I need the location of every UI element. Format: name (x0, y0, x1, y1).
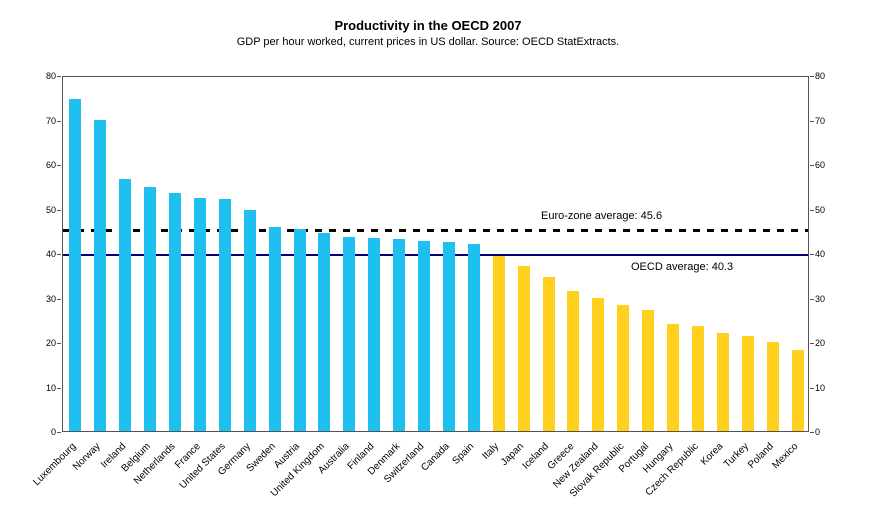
y-tick-label-left-80: 80 (45, 71, 56, 81)
eurozone-average-label: Euro-zone average: 45.6 (541, 210, 663, 223)
y-tick-mark-right-30 (810, 298, 814, 300)
bar-iceland (542, 276, 555, 431)
chart-subtitle: GDP per hour worked, current prices in U… (236, 36, 620, 48)
y-tick-mark-left-70 (57, 120, 61, 122)
bar-slovak-republic (617, 304, 630, 431)
bar-austria (293, 228, 306, 431)
bar-france (193, 197, 206, 431)
y-tick-mark-left-0 (57, 432, 61, 433)
bar-spain (467, 244, 480, 431)
y-tick-mark-left-40 (57, 254, 61, 255)
y-tick-mark-right-60 (810, 165, 814, 166)
y-tick-mark-right-70 (810, 120, 814, 122)
y-tick-label-right-80: 80 (815, 71, 826, 81)
bar-luxembourg (69, 99, 82, 431)
x-label-iceland: Iceland (520, 441, 552, 472)
bar-czech-republic (691, 325, 704, 431)
bar-mexico (791, 350, 804, 431)
bar-ireland (119, 178, 132, 431)
y-tick-label-left-10: 10 (45, 382, 56, 393)
x-label-italy: Italy (480, 441, 502, 462)
oecd-average-label: OECD average: 40.3 (631, 260, 734, 273)
eurozone-average-line (63, 229, 808, 233)
bar-finland (368, 238, 381, 431)
bar-canada (442, 241, 455, 431)
y-tick-label-left-0: 0 (50, 427, 56, 437)
y-tick-label-right-20: 20 (815, 338, 826, 348)
bar-greece (567, 290, 580, 431)
y-tick-mark-right-20 (810, 343, 814, 344)
y-tick-label-right-30: 30 (815, 293, 826, 304)
bar-switzerland (418, 240, 431, 431)
y-tick-mark-left-60 (57, 165, 61, 166)
x-label-korea: Korea (698, 441, 726, 468)
y-tick-mark-right-50 (810, 209, 814, 211)
bar-japan (517, 265, 530, 431)
bar-korea (716, 332, 729, 431)
y-tick-mark-right-80 (810, 76, 814, 77)
y-tick-label-left-20: 20 (45, 338, 56, 348)
x-label-spain: Spain (450, 441, 477, 467)
y-tick-label-left-40: 40 (45, 249, 56, 259)
y-tick-label-right-10: 10 (815, 382, 826, 393)
y-tick-mark-left-30 (57, 298, 61, 300)
x-label-mexico: Mexico (770, 441, 801, 472)
x-label-poland: Poland (745, 441, 776, 471)
bar-united-states (218, 199, 231, 431)
y-tick-mark-right-40 (810, 254, 814, 255)
y-tick-label-right-70: 70 (815, 115, 826, 126)
chart-title: Productivity in the OECD 2007 (334, 18, 522, 33)
bar-sweden (268, 226, 281, 431)
y-tick-label-left-70: 70 (45, 115, 56, 126)
y-tick-mark-right-10 (810, 387, 814, 389)
y-tick-mark-left-20 (57, 343, 61, 344)
bar-germany (243, 210, 256, 431)
bar-italy (492, 256, 505, 431)
oecd-average-line (63, 253, 808, 256)
y-tick-label-left-50: 50 (45, 204, 56, 215)
y-tick-mark-left-80 (57, 76, 61, 77)
y-tick-label-left-60: 60 (45, 160, 56, 170)
bar-denmark (393, 239, 406, 431)
y-tick-mark-right-0 (810, 432, 814, 433)
bar-turkey (741, 336, 754, 431)
bar-netherlands (169, 193, 182, 431)
x-label-turkey: Turkey (721, 441, 751, 471)
y-tick-label-right-0: 0 (815, 427, 821, 437)
plot-area: Euro-zone average: 45.6 OECD average: 40… (62, 76, 809, 432)
bar-new-zealand (592, 298, 605, 431)
y-tick-label-right-40: 40 (815, 249, 826, 259)
y-tick-mark-left-50 (57, 209, 61, 211)
y-tick-label-right-60: 60 (815, 160, 826, 170)
y-tick-label-right-50: 50 (815, 204, 826, 215)
bar-poland (766, 342, 779, 431)
bar-belgium (144, 186, 157, 431)
bar-norway (94, 119, 107, 431)
bar-united-kingdom (318, 232, 331, 431)
bar-hungary (667, 323, 680, 431)
y-tick-label-left-30: 30 (45, 293, 56, 304)
bar-australia (343, 236, 356, 431)
bar-portugal (642, 310, 655, 431)
y-tick-mark-left-10 (57, 387, 61, 389)
